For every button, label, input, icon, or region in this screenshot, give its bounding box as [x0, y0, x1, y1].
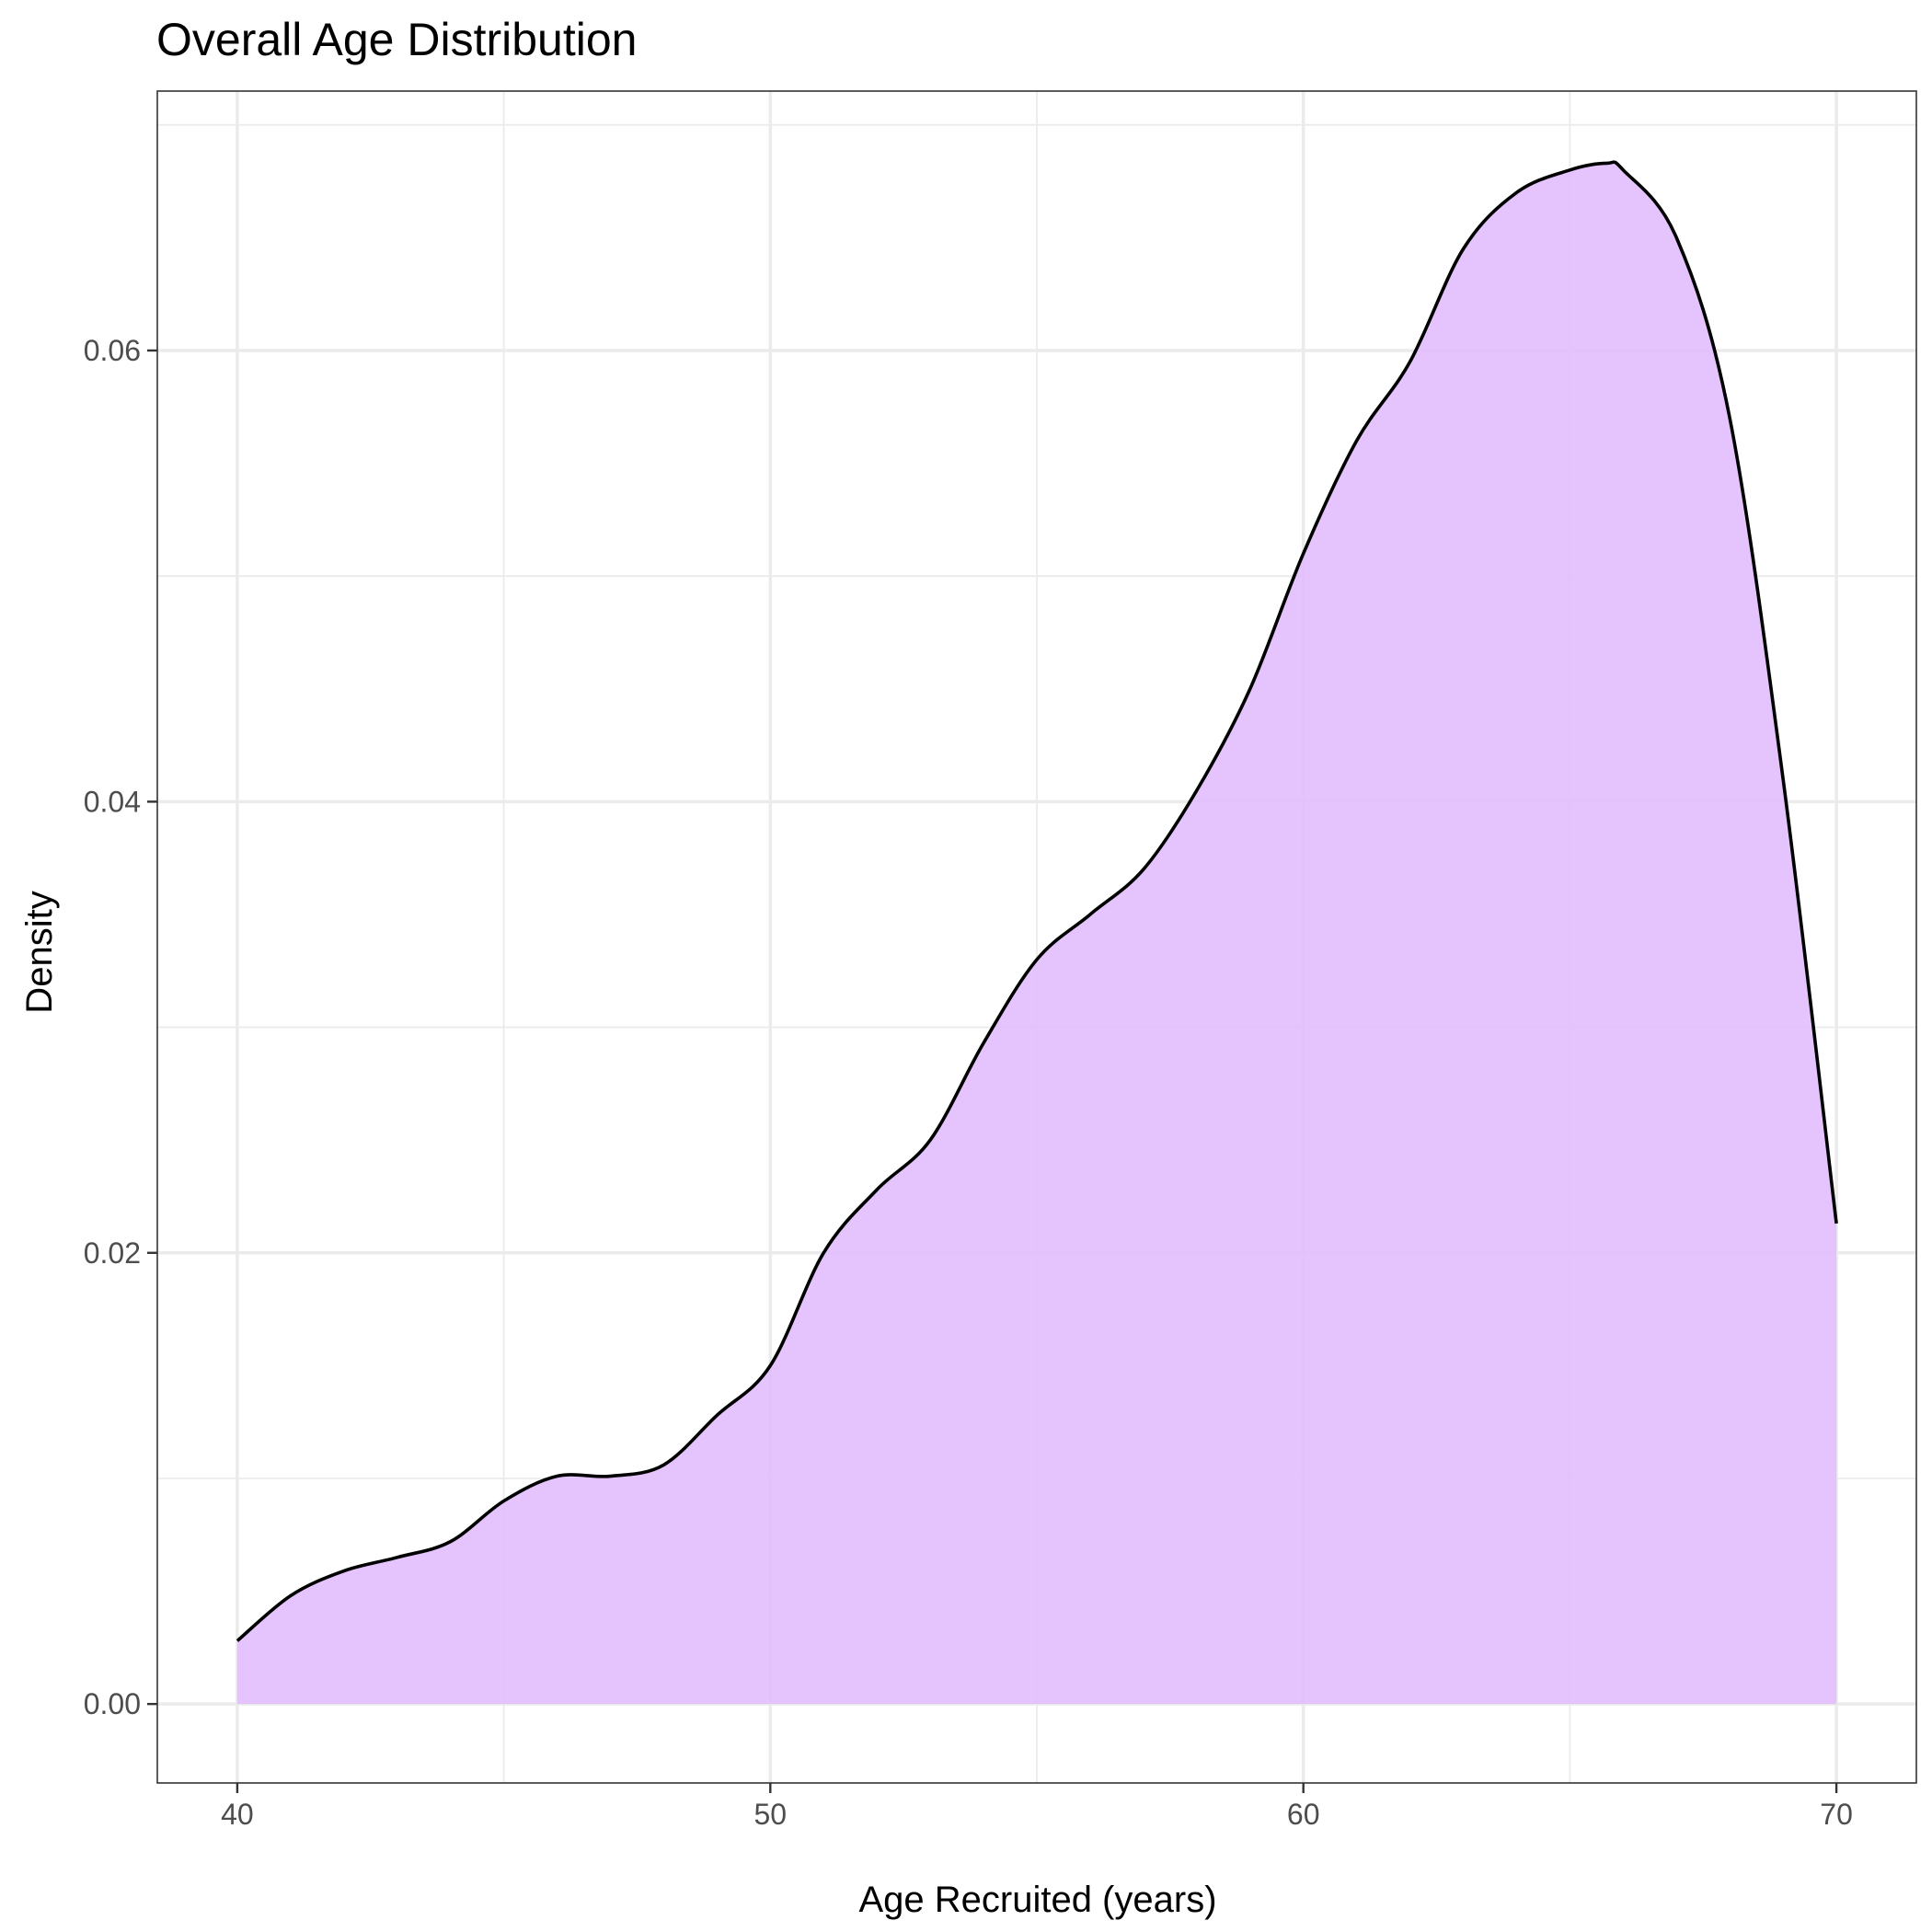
x-axis: 40 50 60 70 — [221, 1783, 1853, 1831]
x-tick-label: 50 — [754, 1798, 788, 1831]
chart-title: Overall Age Distribution — [156, 14, 637, 65]
x-tick-label: 40 — [221, 1798, 254, 1831]
x-tick-label: 60 — [1287, 1798, 1320, 1831]
y-tick-label: 0.00 — [84, 1687, 141, 1720]
x-tick-label: 70 — [1820, 1798, 1853, 1831]
y-tick-label: 0.06 — [84, 334, 141, 367]
y-axis-title: Density — [19, 891, 60, 1013]
x-axis-title: Age Recruited (years) — [858, 1880, 1216, 1920]
density-line — [236, 160, 1838, 1642]
y-axis: 0.00 0.02 0.04 0.06 — [84, 334, 157, 1720]
y-tick-label: 0.04 — [84, 785, 141, 818]
y-tick-label: 0.02 — [84, 1236, 141, 1270]
density-area — [236, 162, 1837, 1705]
panel-border — [156, 90, 1917, 1784]
